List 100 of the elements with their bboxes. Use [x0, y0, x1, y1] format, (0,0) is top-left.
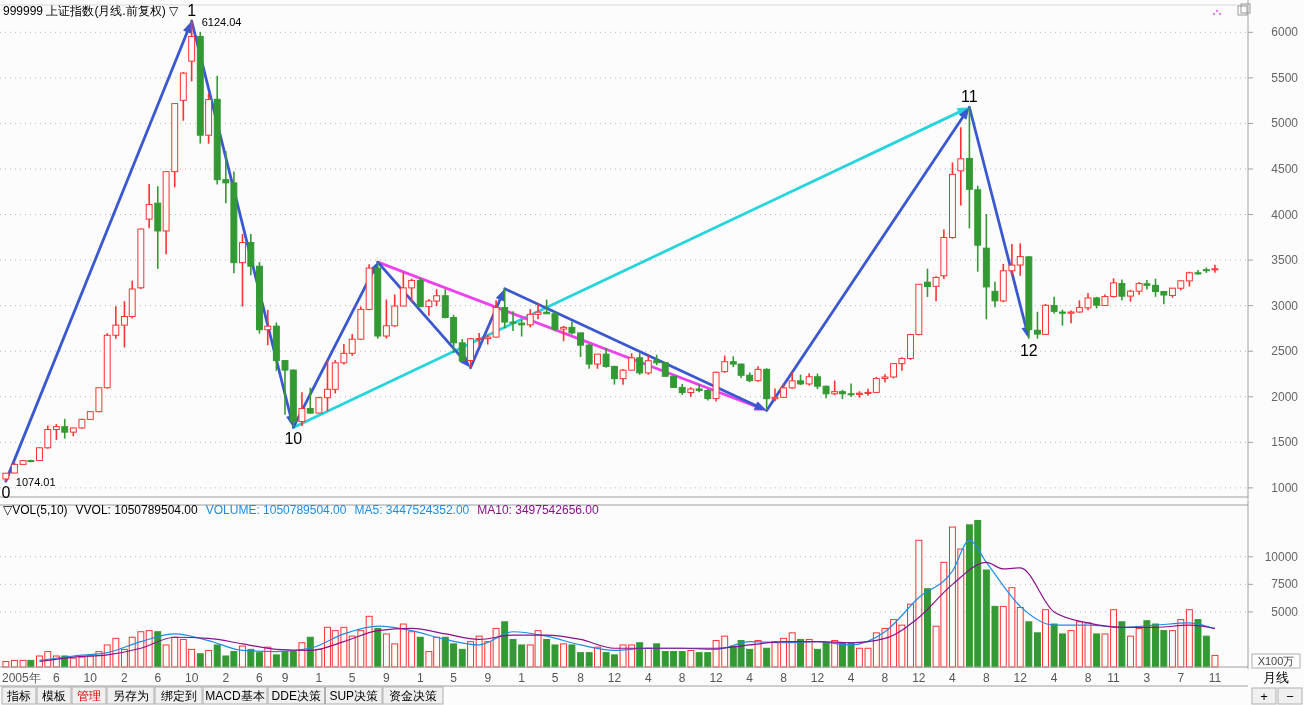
- bar: [1118, 621, 1126, 668]
- tab-button: MACD基本: [202, 686, 268, 705]
- candlestick: [61, 418, 69, 440]
- bar: [205, 649, 213, 668]
- tab-button: DDE决策: [267, 686, 325, 705]
- y-tick-label: 4500: [1271, 162, 1299, 176]
- x-tick-label: 12: [810, 671, 825, 685]
- y-tick-label: 6000: [1271, 25, 1299, 40]
- x-tick-label: 8: [983, 671, 990, 685]
- candlestick: [239, 233, 246, 308]
- x-tick-label: 4: [949, 671, 957, 685]
- candlestick: [991, 280, 999, 309]
- y-tick-label: 3500: [1271, 253, 1299, 268]
- bar: [416, 636, 424, 668]
- bar: [154, 631, 162, 668]
- bar: [239, 645, 246, 668]
- bar: [1185, 609, 1193, 668]
- bar: [374, 627, 382, 668]
- x-tick-label: 4: [644, 671, 652, 685]
- annotation: 1: [187, 2, 197, 20]
- x-tick-label: 6: [256, 671, 264, 685]
- candlestick: [467, 337, 474, 369]
- bar: [1127, 635, 1134, 668]
- y-tick-label: 7500: [1271, 577, 1299, 592]
- x-tick-label: 5: [348, 671, 356, 685]
- x-tick-label: 11: [1107, 671, 1121, 685]
- candlestick: [1118, 278, 1126, 302]
- x-tick-label: 6: [53, 671, 61, 685]
- annotation: 0: [1, 484, 11, 502]
- y-tick-label: 5500: [1271, 70, 1299, 85]
- candlestick: [957, 126, 965, 207]
- annotation: 1074.01: [15, 476, 56, 489]
- candlestick: [636, 352, 644, 376]
- bar: [1025, 621, 1033, 668]
- x-tick-label: 10: [83, 671, 98, 685]
- x-tick-label: 1: [518, 671, 526, 685]
- x-tick-label: 12: [709, 671, 724, 685]
- x-tick-label: 2005年: [2, 671, 41, 685]
- x-tick-label: 12: [1013, 671, 1028, 685]
- y-tick-label: 1000: [1271, 480, 1299, 495]
- chart-title: 999999 上证指数(月线.前复权) ▽: [3, 4, 180, 18]
- tab-button: 管理: [71, 686, 107, 705]
- candlestick: [1033, 310, 1041, 340]
- tab-button: 模板: [36, 686, 72, 705]
- y-tick-label: 10000: [1264, 549, 1299, 564]
- y-tick-label: 5000: [1271, 116, 1299, 131]
- bar: [585, 652, 593, 668]
- bar: [1042, 609, 1049, 668]
- bar: [1093, 633, 1101, 668]
- tab-button: 指标: [1, 686, 37, 705]
- bar: [467, 641, 474, 668]
- bar: [196, 653, 204, 668]
- y-tick-label: 5000: [1271, 604, 1299, 619]
- x-tick-label: 1: [315, 671, 323, 685]
- bar: [1135, 627, 1143, 668]
- x-tick-label: 3: [1143, 671, 1151, 685]
- bar: [636, 642, 644, 668]
- x-tick-label: 11: [1208, 671, 1222, 685]
- y-axis-title: X100万: [1257, 655, 1295, 667]
- bar: [924, 588, 931, 668]
- x-tick-label: 8: [577, 671, 585, 685]
- candlestick: [298, 391, 306, 427]
- bar: [298, 642, 306, 668]
- x-tick-label: 1: [416, 671, 424, 685]
- x-tick-label: 8: [678, 671, 686, 685]
- candlestick: [145, 183, 153, 230]
- x-tick-label: 9: [383, 671, 391, 685]
- bar: [1033, 632, 1041, 668]
- annotation: 11: [961, 88, 978, 106]
- y-tick-label: 2500: [1271, 344, 1299, 359]
- y-tick-label: 4000: [1271, 207, 1299, 222]
- bar: [1211, 654, 1219, 668]
- bar: [788, 632, 796, 668]
- y-tick-label: 1500: [1271, 435, 1299, 450]
- y-tick-label: 3000: [1271, 298, 1299, 313]
- annotation: 10: [284, 430, 303, 448]
- x-tick-label: 4: [746, 671, 754, 685]
- candlestick: [247, 233, 255, 277]
- x-tick-label: 4: [1050, 671, 1058, 685]
- candlestick: [306, 386, 314, 415]
- bar: [145, 630, 153, 668]
- x-tick-label: 12: [607, 671, 622, 685]
- bar: [763, 647, 771, 668]
- tab-button: 资金决策: [382, 686, 444, 705]
- bar: [458, 648, 466, 668]
- candlestick: [458, 338, 466, 363]
- candlestick: [644, 354, 652, 376]
- zoom-button: +: [1251, 687, 1277, 705]
- annotation: 6124.04: [201, 16, 242, 29]
- x-tick-label: 9: [281, 671, 289, 685]
- x-tick-label: 12: [912, 671, 926, 685]
- bar: [653, 643, 661, 668]
- bar: [560, 643, 568, 668]
- tab-button: SUP决策: [325, 686, 383, 705]
- x-tick-label: 5: [551, 671, 559, 685]
- bar: [687, 649, 695, 668]
- x-tick-label: 7: [1177, 671, 1185, 685]
- zoom-button: −: [1277, 687, 1303, 705]
- x-tick-label: 10: [184, 671, 199, 685]
- x-tick-label: 9: [484, 671, 492, 685]
